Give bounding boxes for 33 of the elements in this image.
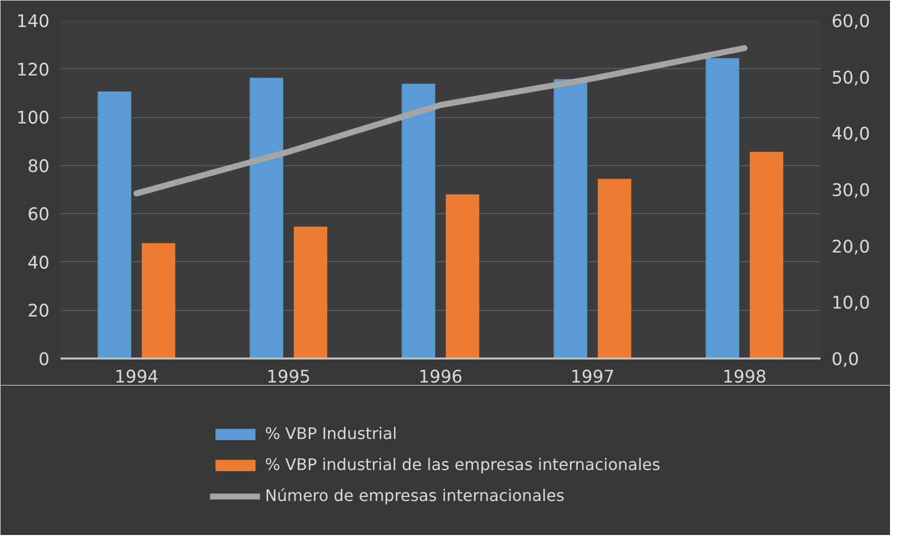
- legend-label: % VBP Industrial: [265, 424, 397, 443]
- y-tick-label: 0: [38, 350, 50, 370]
- x-tick-label: 1996: [418, 368, 463, 388]
- legend-label: Número de empresas internacionales: [265, 486, 564, 505]
- y2-tick-label: 30,0: [832, 181, 870, 201]
- y2-tick-label: 10,0: [832, 294, 870, 314]
- y-tick-label: 100: [16, 108, 50, 129]
- bar: [142, 243, 176, 358]
- x-tick-label: 1995: [266, 368, 311, 388]
- bar: [294, 226, 328, 358]
- x-tick-label: 1994: [114, 368, 159, 388]
- y-tick-label: 80: [27, 156, 50, 177]
- y2-tick-label: 0,0: [832, 350, 860, 370]
- bar: [446, 194, 480, 358]
- y2-tick-label: 40,0: [832, 124, 870, 145]
- bar: [98, 91, 132, 358]
- x-tick-label: 1998: [722, 368, 767, 388]
- bar: [554, 79, 588, 358]
- y2-tick-label: 50,0: [832, 68, 870, 88]
- bar: [750, 152, 784, 358]
- y-tick-label: 120: [16, 60, 50, 80]
- legend-label: % VBP industrial de las empresas internacionales: [265, 455, 660, 474]
- y-tick-label: 40: [27, 253, 50, 274]
- bar: [706, 58, 740, 358]
- bar: [250, 78, 284, 358]
- y-tick-label: 60: [27, 205, 50, 226]
- bar: [598, 178, 632, 358]
- y-tick-label: 20: [27, 302, 50, 322]
- y-tick-label: 140: [16, 12, 50, 32]
- y2-tick-label: 60,0: [832, 12, 870, 32]
- bar: [402, 84, 436, 358]
- y2-tick-label: 20,0: [832, 237, 870, 258]
- x-tick-label: 1997: [570, 368, 615, 388]
